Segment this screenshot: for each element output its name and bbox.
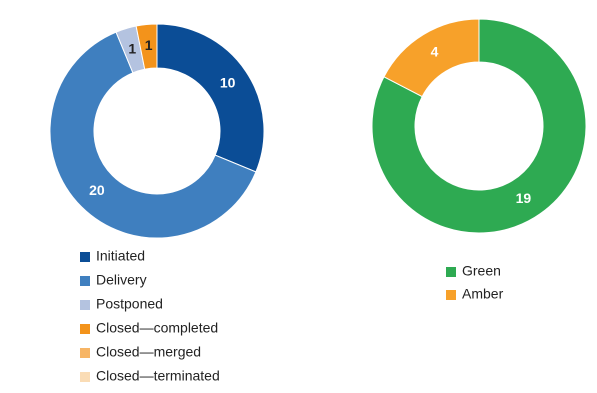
legend-label: Closed—terminated xyxy=(96,368,220,384)
data-label: 20 xyxy=(89,182,105,198)
legend-swatch xyxy=(80,276,90,286)
data-label: 19 xyxy=(516,190,532,206)
data-label: 1 xyxy=(128,40,136,56)
legend-swatch xyxy=(80,372,90,382)
legend-swatch xyxy=(80,252,90,262)
legend-label: Closed—completed xyxy=(96,320,218,336)
legend-swatch xyxy=(80,348,90,358)
legend-swatch xyxy=(80,324,90,334)
donut-slice xyxy=(49,31,257,239)
legend-label: Green xyxy=(462,263,501,279)
data-label: 1 xyxy=(145,37,153,53)
data-label: 10 xyxy=(220,74,236,90)
donut-slice xyxy=(371,18,587,234)
donut-slice xyxy=(383,18,480,98)
legend-label: Initiated xyxy=(96,248,145,264)
data-label: 4 xyxy=(431,44,439,60)
legend-swatch xyxy=(446,290,456,300)
legend-label: Delivery xyxy=(96,272,147,288)
donut-slice xyxy=(135,23,158,70)
legend-swatch xyxy=(80,300,90,310)
donut-slice xyxy=(156,23,265,173)
legend-label: Closed—merged xyxy=(96,344,201,360)
legend-label: Postponed xyxy=(96,296,163,312)
legend-swatch xyxy=(446,267,456,277)
legend-label: Amber xyxy=(462,286,504,302)
